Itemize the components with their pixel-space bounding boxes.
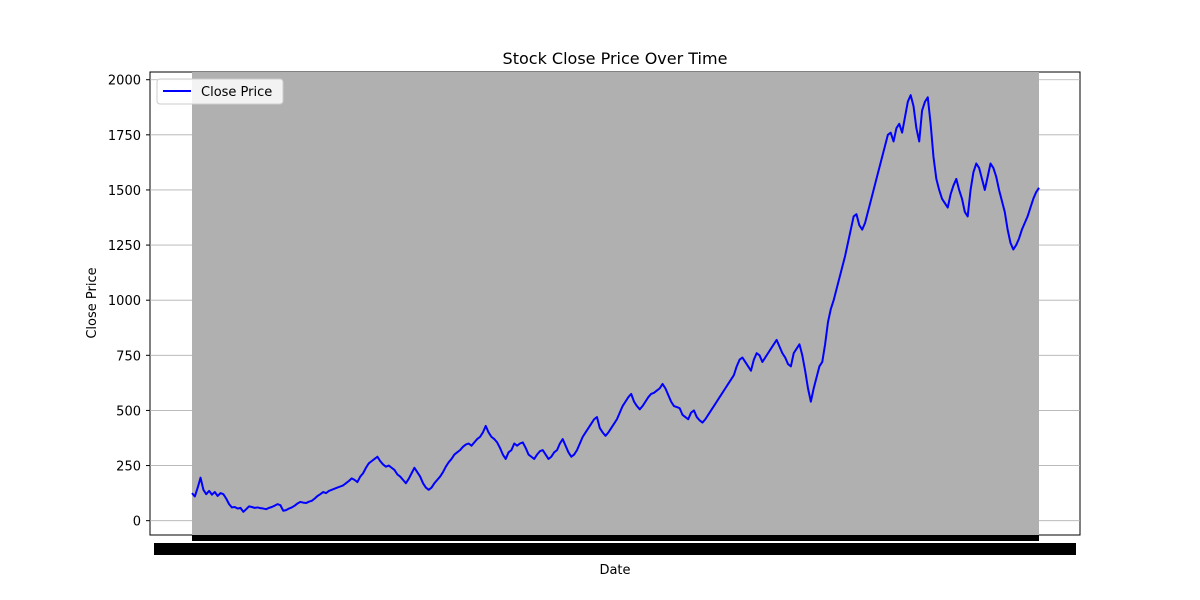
y-axis-ticks: 0 250 500 750 1000 1250 1500 1750 2000 <box>108 74 150 530</box>
y-tick-label-1500: 1500 <box>108 184 141 199</box>
x-axis-tick-marks <box>192 535 1039 541</box>
y-tick-label-1250: 1250 <box>108 239 141 254</box>
chart-title: Stock Close Price Over Time <box>503 49 728 68</box>
legend-box <box>156 78 284 105</box>
y-tick-label-2000: 2000 <box>108 74 141 89</box>
y-tick-label-0: 0 <box>133 515 141 530</box>
y-tick-label-1750: 1750 <box>108 129 141 144</box>
legend: Close Price <box>156 78 284 105</box>
y-tick-label-500: 500 <box>116 404 141 419</box>
horizontal-gridlines <box>150 79 1080 522</box>
x-axis-label: Date <box>599 563 630 578</box>
y-tick-label-1000: 1000 <box>108 294 141 309</box>
y-axis-label: Close Price <box>85 267 100 338</box>
y-tick-label-750: 750 <box>116 349 141 364</box>
plot-background-band <box>192 72 1039 535</box>
y-tick-label-250: 250 <box>116 460 141 475</box>
x-axis-tick-labels-overlapped <box>154 543 1076 555</box>
close-price-line <box>191 94 1040 513</box>
legend-entry-close-price: Close Price <box>201 85 272 100</box>
